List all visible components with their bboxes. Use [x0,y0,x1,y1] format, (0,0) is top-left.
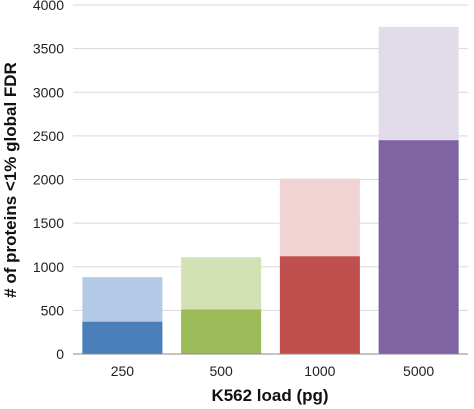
x-tick-label: 250 [111,363,135,379]
bars [82,26,459,354]
gridlines [73,4,468,311]
x-tick-label: 500 [209,363,233,379]
y-axis-title: # of proteins <1% global FDR [1,62,20,298]
y-tick-label: 2500 [33,128,64,144]
bar-unique-1000 [279,256,360,354]
y-tick-label: 3500 [33,41,64,57]
x-tick-labels: 250 500 1000 5000 [111,363,435,379]
bar-unique-500 [181,309,262,354]
y-tick-labels: 0 500 1000 1500 2000 2500 3000 3500 4000 [33,0,64,362]
bar-unique-250 [82,321,163,354]
y-tick-label: 0 [56,346,64,362]
bar-unique-5000 [378,140,459,354]
x-axis-title: K562 load (pg) [211,386,328,405]
y-tick-label: 3000 [33,84,64,100]
y-tick-label: 500 [41,302,65,318]
y-tick-label: 4000 [33,0,64,13]
y-tick-label: 1000 [33,259,64,275]
y-tick-label: 2000 [33,172,64,188]
x-tick-label: 1000 [304,363,335,379]
x-tick-label: 5000 [403,363,434,379]
y-tick-label: 1500 [33,215,64,231]
